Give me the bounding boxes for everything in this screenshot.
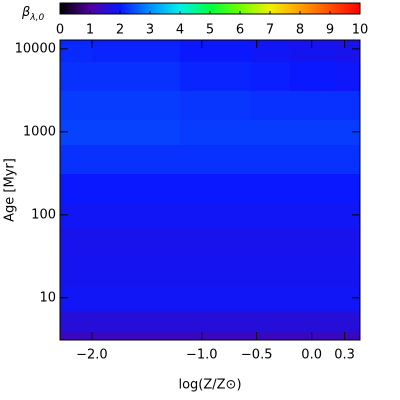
heatmap-cell <box>333 40 361 45</box>
heatmap-cell <box>179 119 252 145</box>
heatmap-cell <box>289 90 335 120</box>
heatmap-cell <box>333 256 361 286</box>
heatmap-cell <box>251 90 291 120</box>
heatmap-cell <box>60 173 93 203</box>
heatmap-cell <box>60 256 93 286</box>
y-tick-label: 100 <box>31 207 56 222</box>
heatmap-cell <box>179 44 252 62</box>
heatmap-cell <box>333 331 361 341</box>
heatmap-cell <box>251 173 291 203</box>
x-tick-label: −2.0 <box>76 348 108 363</box>
heatmap-cell <box>179 285 252 311</box>
heatmap-cell <box>60 310 93 333</box>
heatmap-cell <box>333 144 361 174</box>
heatmap-cell <box>251 61 291 91</box>
heatmap-cell <box>251 202 291 228</box>
heatmap-cell <box>60 331 93 341</box>
heatmap-cell <box>333 90 361 120</box>
y-axis-label: Age [Myr] <box>3 158 18 222</box>
heatmap-cell <box>91 227 181 257</box>
heatmap-cell <box>91 44 181 62</box>
heatmap-cell <box>289 285 335 311</box>
colorbar-tick-label: 6 <box>236 23 244 38</box>
colorbar-tick-label: 9 <box>326 23 334 38</box>
heatmap-cell <box>60 61 93 91</box>
heatmap-cell <box>91 173 181 203</box>
colorbar-tick-label: 7 <box>266 23 274 38</box>
heatmap-cell <box>179 40 252 45</box>
heatmap-cell <box>251 285 291 311</box>
heatmap-cell <box>179 61 252 91</box>
colorbar-tick-label: 3 <box>146 23 154 38</box>
heatmap-cell <box>179 310 252 333</box>
heatmap-cell <box>60 44 93 62</box>
heatmap-cell <box>60 90 93 120</box>
heatmap-cell <box>91 119 181 145</box>
heatmap-cell <box>91 331 181 341</box>
heatmap-cell <box>179 90 252 120</box>
heatmap-cell <box>91 40 181 45</box>
colorbar-tick-label: 2 <box>116 23 124 38</box>
heatmap-cell <box>333 173 361 203</box>
heatmap-cell <box>91 90 181 120</box>
colorbar-tick-label: 1 <box>86 23 94 38</box>
plot-frame <box>59 39 361 341</box>
heatmap-cell <box>179 256 252 286</box>
heatmap-cell <box>251 40 291 45</box>
heatmap-cell <box>91 285 181 311</box>
colorbar-tick-label: 0 <box>56 23 64 38</box>
heatmap-cell <box>289 119 335 145</box>
heatmap-cell <box>289 61 335 91</box>
colorbar-label: βλ,0 <box>21 5 44 23</box>
y-tick-label: 1000 <box>23 124 56 139</box>
heatmap-cell <box>333 310 361 333</box>
x-tick-label: −0.5 <box>241 348 273 363</box>
x-tick-label: 0.0 <box>301 348 322 363</box>
heatmap-cell <box>333 61 361 91</box>
heatmap-cell <box>251 227 291 257</box>
heatmap-cell <box>91 144 181 174</box>
colorbar-tick-label: 4 <box>176 23 184 38</box>
x-tick-label: −1.0 <box>186 348 218 363</box>
heatmap-cell <box>251 256 291 286</box>
colorbar-tick-label: 5 <box>206 23 214 38</box>
heatmap-cell <box>91 61 181 91</box>
y-tick-label: 10 <box>39 290 56 305</box>
heatmap-cell <box>60 227 93 257</box>
colorbar-label-main: β <box>21 5 30 20</box>
heatmap-cell <box>251 310 291 333</box>
x-axis-label: log(Z/Z⊙) <box>178 378 241 393</box>
heatmap <box>60 40 361 341</box>
heatmap-cell <box>60 144 93 174</box>
heatmap-cell <box>289 310 335 333</box>
heatmap-cell <box>179 202 252 228</box>
x-tick-label: 0.3 <box>334 348 355 363</box>
heatmap-cell <box>289 44 335 62</box>
colorbar-tick-label: 8 <box>296 23 304 38</box>
heatmap-cell <box>179 173 252 203</box>
heatmap-cell <box>91 310 181 333</box>
heatmap-cell <box>289 144 335 174</box>
heatmap-cell <box>251 144 291 174</box>
heatmap-cell <box>179 144 252 174</box>
heatmap-cell <box>91 202 181 228</box>
heatmap-cell <box>289 227 335 257</box>
heatmap-cell <box>289 202 335 228</box>
colorbar-label-sub: λ,0 <box>29 13 44 23</box>
y-tick-label: 10000 <box>15 41 56 56</box>
heatmap-cell <box>251 44 291 62</box>
heatmap-cell <box>251 331 291 341</box>
heatmap-cell <box>251 119 291 145</box>
heatmap-cell <box>333 44 361 62</box>
heatmap-cell <box>179 227 252 257</box>
heatmap-cell <box>289 256 335 286</box>
colorbar-tick-label: 10 <box>352 23 369 38</box>
heatmap-cell <box>179 331 252 341</box>
heatmap-cell <box>91 256 181 286</box>
heatmap-cell <box>60 40 93 45</box>
heatmap-cell <box>333 227 361 257</box>
heatmap-cell <box>289 173 335 203</box>
